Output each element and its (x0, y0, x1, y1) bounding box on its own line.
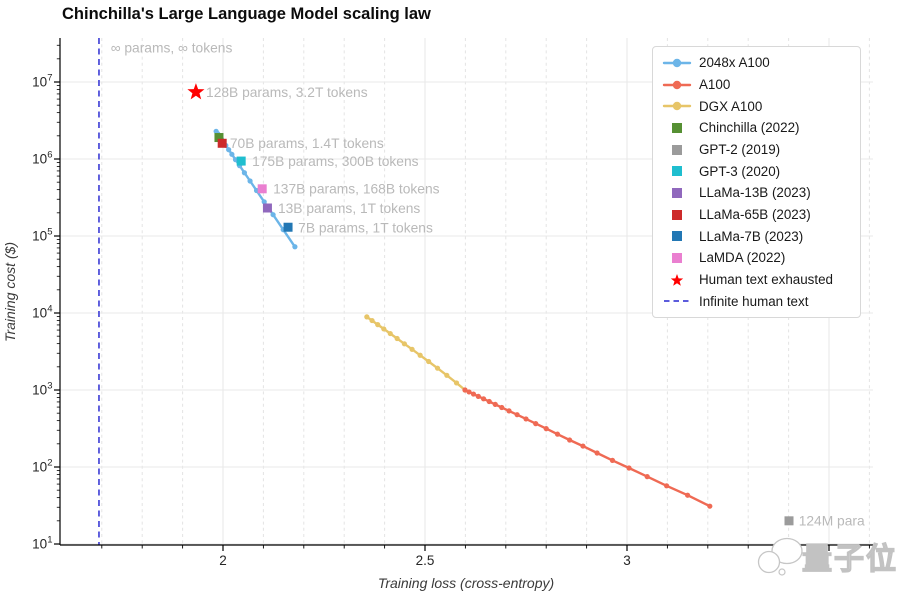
legend-item-label: LLaMa-7B (2023) (699, 228, 804, 244)
watermark: 量子位 (757, 537, 898, 577)
line-dot-legend-marker-icon (662, 58, 692, 68)
legend-item-label: Human text exhausted (699, 272, 833, 288)
legend-item-chinchilla-2022-: Chinchilla (2022) (653, 117, 860, 139)
scatter-chinchilla-2022- (214, 133, 224, 143)
legend-item-human-text-exhausted: Human text exhausted (653, 269, 860, 291)
legend: 2048x A100 A100 DGX A100 Chinchilla (2022) G… (652, 46, 861, 319)
legend-item-gpt-3-2020-: GPT-3 (2020) (653, 160, 860, 182)
dashed-line-legend-marker-icon (664, 300, 690, 303)
legend-item-label: Infinite human text (699, 293, 809, 309)
scatter-llama-7b-2023- (283, 222, 293, 232)
legend-item-llama-7b-2023-: LLaMa-7B (2023) (653, 226, 860, 248)
scatter-llama-65b-2023- (217, 138, 227, 148)
legend-item-label: LLaMa-65B (2023) (699, 206, 811, 222)
square-legend-marker-icon (672, 253, 682, 264)
annotation: 137B params, 168B tokens (273, 182, 440, 197)
legend-item-llama-65b-2023-: LLaMa-65B (2023) (653, 204, 860, 226)
legend-item-llama-13b-2023-: LLaMa-13B (2023) (653, 182, 860, 204)
annotation: 124M para (799, 514, 865, 529)
human-text-exhausted-star (187, 83, 205, 100)
annotation: ∞ params, ∞ tokens (111, 40, 233, 55)
annotations: ∞ params, ∞ tokens 128B params, 3.2T toke… (111, 40, 865, 528)
watermark-text: 量子位 (802, 542, 898, 576)
annotation: 13B params, 1T tokens (278, 201, 420, 216)
annotation: 175B params, 300B tokens (252, 154, 419, 169)
legend-item-label: GPT-3 (2020) (699, 163, 781, 179)
star-legend-marker-icon (670, 273, 684, 286)
y-tick-label: 106 (32, 150, 52, 167)
legend-item-label: LaMDA (2022) (699, 250, 786, 266)
legend-item-label: LLaMa-13B (2023) (699, 185, 811, 201)
chart-title: Chinchilla's Large Language Model scalin… (62, 5, 431, 23)
x-tick-label: 2 (219, 553, 227, 568)
square-legend-marker-icon (672, 231, 682, 242)
square-legend-marker-icon (672, 122, 682, 133)
legend-item-infinite-human-text: Infinite human text (653, 291, 860, 313)
y-axis-label: Training cost ($) (2, 242, 18, 342)
legend-item-gpt-2-2019-: GPT-2 (2019) (653, 139, 860, 161)
annotation: 70B params, 1.4T tokens (230, 136, 384, 151)
scatter-gpt-2-2019- (784, 516, 794, 526)
legend-item-label: Chinchilla (2022) (699, 120, 800, 136)
legend-item-lamda-2022-: LaMDA (2022) (653, 247, 860, 269)
model-scatter-points (214, 133, 794, 526)
annotation: 128B params, 3.2T tokens (206, 85, 368, 100)
y-tick-label: 104 (32, 304, 52, 321)
legend-item-a100: A100 (653, 74, 860, 96)
x-tick-label: 2.5 (416, 553, 435, 568)
square-legend-marker-icon (672, 187, 682, 198)
y-tick-label: 101 (32, 535, 52, 552)
annotation: 7B params, 1T tokens (298, 221, 433, 236)
scatter-lamda-2022- (257, 184, 267, 194)
legend-item-label: DGX A100 (699, 98, 763, 114)
axes: 2 2.5 3 101 102 103 104 105 106 107 Training loss … (2, 38, 873, 591)
square-legend-marker-icon (672, 144, 682, 155)
legend-item-2048x-a100: 2048x A100 (653, 52, 860, 74)
series-a100 (462, 387, 713, 509)
x-axis-label: Training loss (cross-entropy) (378, 575, 554, 591)
x-tick-label: 3 (623, 553, 631, 568)
square-legend-marker-icon (672, 166, 682, 177)
scatter-gpt-3-2020- (236, 156, 246, 166)
y-tick-label: 105 (32, 227, 52, 244)
y-tick-label: 102 (32, 458, 52, 475)
series-dgx-a100 (364, 314, 468, 393)
line-dot-legend-marker-icon (662, 80, 692, 89)
y-tick-label: 103 (32, 381, 52, 398)
y-tick-label: 107 (32, 73, 52, 90)
legend-item-label: GPT-2 (2019) (699, 141, 781, 157)
chat-bubbles-icon (771, 537, 803, 565)
scatter-llama-13b-2023- (262, 203, 272, 213)
legend-item-label: 2048x A100 (699, 55, 770, 71)
legend-item-label: A100 (699, 76, 731, 92)
legend-item-dgx-a100: DGX A100 (653, 95, 860, 117)
line-dot-legend-marker-icon (662, 102, 692, 111)
square-legend-marker-icon (672, 209, 682, 220)
